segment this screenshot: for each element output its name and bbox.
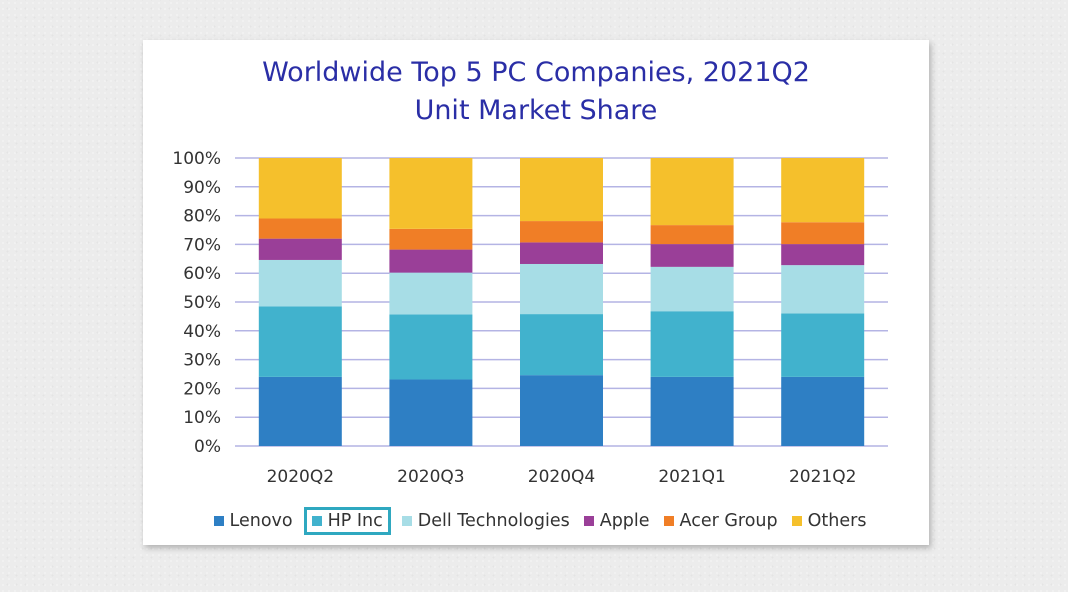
y-tick-label: 0% [194,437,221,457]
legend-label: Apple [599,511,650,531]
legend-item-apple: Apple [581,509,653,533]
x-tick-label: 2020Q3 [397,467,464,487]
legend-label: Lenovo [229,511,293,531]
chart-plot: 0% 10% 20% 30% 40% 50% 60% 70% 80% 90% 100% 2020Q2 2… [172,149,888,487]
bar-segment-acer-group [520,221,603,243]
legend-label: Others [807,511,867,531]
legend-label: Dell Technologies [417,511,570,531]
y-tick-label: 70% [183,235,221,255]
chart-title-block: Worldwide Top 5 PC Companies, 2021Q2 Uni… [143,54,929,130]
legend-swatch [213,516,224,526]
bar-segment-others [258,158,342,219]
bar-segment-acer-group [650,225,734,245]
bar-segment-apple [650,244,734,267]
y-tick-label: 50% [183,293,221,313]
x-tick-label: 2021Q1 [658,467,725,487]
chart-title: Worldwide Top 5 PC Companies, 2021Q2 [262,57,810,88]
y-tick-label: 10% [183,408,221,428]
legend-swatch [663,516,674,526]
legend-swatch [401,516,412,526]
x-tick-label: 2020Q4 [528,467,595,487]
bar-segment-hp-inc [520,314,603,376]
legend-swatch [311,516,322,526]
bar-segment-dell-technologies [520,263,603,315]
bar-segment-hp-inc [650,311,734,377]
chart-subtitle: Unit Market Share [414,95,658,126]
bar-segment-hp-inc [781,313,865,377]
bar-segment-lenovo [781,376,865,446]
legend-label: HP Inc [327,511,383,531]
bar-segment-acer-group [781,222,865,245]
legend-item-hp-inc: HP Inc [303,507,391,535]
legend-item-acer-group: Acer Group [661,509,781,533]
bar-segment-lenovo [258,376,342,446]
bar-segment-apple [389,249,473,273]
y-tick-label: 40% [183,322,221,342]
legend-label: Acer Group [679,511,778,531]
y-tick-label: 60% [183,264,221,284]
bar-segment-lenovo [389,379,473,446]
y-tick-label: 20% [183,379,221,399]
y-tick-label: 80% [183,207,221,227]
bar-segment-others [520,158,603,222]
legend-swatch [583,516,594,526]
x-tick-label: 2021Q2 [789,467,856,487]
y-tick-label: 100% [172,149,221,169]
bar-segment-lenovo [650,376,734,446]
bar-segment-lenovo [520,375,603,446]
bar-segment-others [781,158,865,223]
bar-segment-apple [520,242,603,264]
bar-segment-dell-technologies [258,259,342,307]
bar-segment-apple [781,244,865,266]
y-tick-label: 30% [183,351,221,371]
bar-segment-apple [258,238,342,260]
y-tick-label: 90% [183,178,221,198]
legend-swatch [791,516,802,526]
bar-segment-hp-inc [258,306,342,377]
bar-segment-others [650,158,734,226]
chart-legend: Lenovo HP Inc Dell Technologies Apple Acer G… [205,507,875,535]
legend-item-others: Others [789,509,870,533]
bar-segment-dell-technologies [389,272,473,315]
bar-segment-hp-inc [389,314,473,380]
bar-segment-acer-group [389,228,473,250]
bar-segment-dell-technologies [650,266,734,312]
legend-item-dell-technologies: Dell Technologies [399,509,573,533]
legend-item-lenovo: Lenovo [211,509,296,533]
bar-segment-dell-technologies [781,265,865,314]
chart-card: Worldwide Top 5 PC Companies, 2021Q2 Uni… [143,40,929,545]
x-tick-label: 2020Q2 [267,467,334,487]
bar-segment-acer-group [258,218,342,239]
bar-segment-others [389,158,473,229]
